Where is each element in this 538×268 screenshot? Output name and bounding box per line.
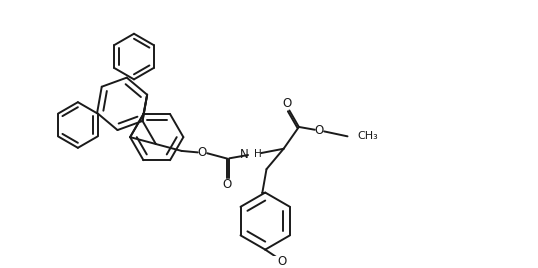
Text: O: O	[223, 178, 232, 191]
Text: N: N	[240, 148, 249, 161]
Text: CH₃: CH₃	[357, 131, 378, 141]
Text: O: O	[282, 97, 291, 110]
Text: O: O	[315, 124, 324, 137]
Text: H: H	[253, 149, 261, 159]
Text: O: O	[278, 255, 287, 267]
Text: O: O	[198, 146, 207, 159]
